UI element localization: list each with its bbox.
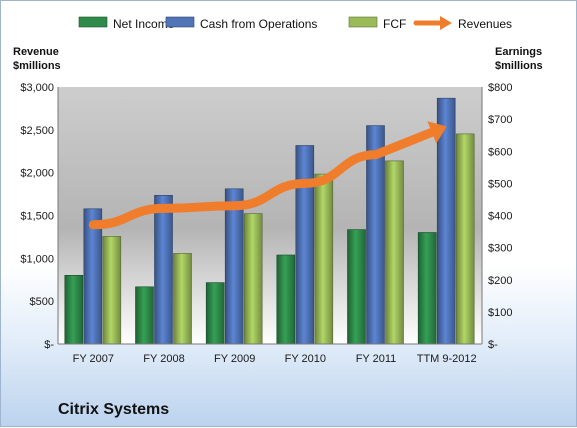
legend-swatch-fcf: [348, 16, 378, 28]
right-tick-label: $700: [488, 114, 512, 126]
revenue-line-path: [88, 127, 437, 230]
right-tick-label: $200: [488, 275, 512, 287]
bar-fcf: [173, 253, 192, 345]
bar-net-income: [276, 254, 296, 345]
legend: Net Income Cash from Operations FCF Revenue…: [78, 16, 512, 31]
legend-label-revenues: Revenues: [458, 17, 512, 31]
left-tick-label: $1,500: [20, 211, 54, 223]
bar-cash-from-operations: [224, 188, 244, 345]
bar-cash-from-operations: [295, 145, 315, 345]
legend-label-cash-from-operations: Cash from Operations: [200, 17, 317, 31]
bar-net-income: [417, 232, 437, 345]
right-tick-label: $800: [488, 82, 512, 94]
bar-net-income: [135, 286, 154, 345]
legend-swatch-cash-from-operations: [165, 16, 195, 28]
revenue-line: [88, 121, 447, 230]
bar-fcf: [385, 160, 404, 345]
legend-swatch-net-income: [78, 16, 108, 28]
left-tick-label: $3,000: [20, 82, 54, 94]
x-tick-label: FY 2009: [214, 353, 255, 365]
bar-fcf: [455, 133, 475, 345]
right-tick-label: $-: [488, 339, 498, 351]
x-tick-label: FY 2008: [143, 353, 184, 365]
bar-net-income: [205, 282, 225, 345]
axes: [57, 87, 483, 345]
right-tick-label: $600: [488, 146, 512, 158]
right-tick-label: $500: [488, 178, 512, 190]
x-tick-label: FY 2007: [73, 353, 114, 365]
x-tick-label: FY 2010: [285, 353, 326, 365]
bar-net-income: [347, 229, 366, 345]
left-tick-label: $1,000: [20, 253, 54, 265]
bar-fcf: [314, 173, 334, 345]
left-axis-title-line2: $millions: [13, 60, 61, 72]
x-tick-label: TTM 9-2012: [417, 353, 477, 365]
bar-net-income: [64, 274, 84, 345]
left-axis-title-line1: Revenue: [13, 46, 59, 58]
left-tick-label: $500: [30, 296, 54, 308]
tick-labels: $- $500 $1,000 $1,500 $2,000 $2,500 $3,000 $- $1…: [20, 82, 512, 365]
left-tick-label: $-: [44, 339, 54, 351]
left-tick-label: $2,500: [20, 125, 54, 137]
x-tick-label: FY 2011: [356, 353, 397, 365]
bars: [64, 97, 475, 345]
chart-title: Citrix Systems: [58, 401, 169, 418]
legend-label-net-income: Net Income: [113, 17, 175, 31]
bar-fcf: [102, 236, 122, 345]
right-tick-label: $400: [488, 211, 512, 223]
legend-label-fcf: FCF: [383, 17, 406, 31]
right-tick-label: $300: [488, 243, 512, 255]
right-tick-label: $100: [488, 307, 512, 319]
left-tick-label: $2,000: [20, 168, 54, 180]
bar-fcf: [243, 213, 263, 345]
right-axis-title-line1: Earnings: [495, 46, 542, 58]
legend-arrow-revenues: [440, 16, 452, 30]
bar-cash-from-operations: [154, 195, 173, 345]
revenue-arrowhead: [427, 121, 447, 144]
right-axis-title-line2: $millions: [495, 60, 543, 72]
